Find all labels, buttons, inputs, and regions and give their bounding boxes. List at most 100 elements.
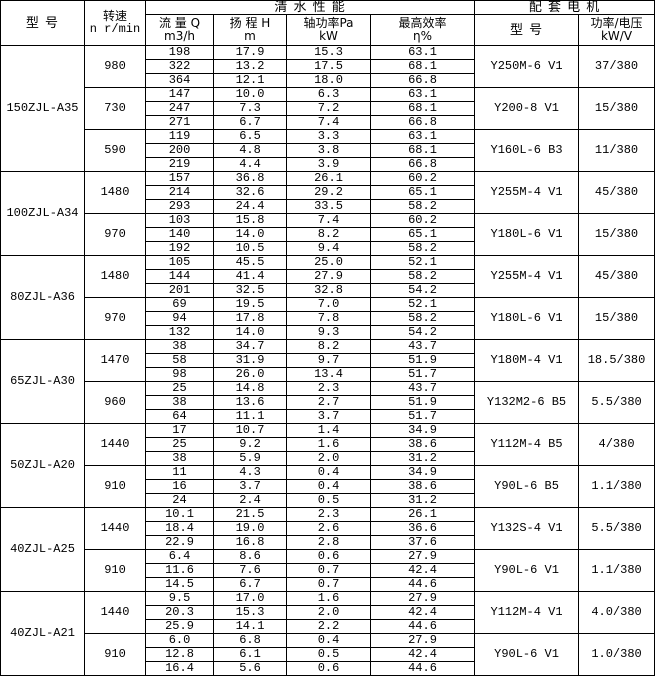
table-row: 22.9 16.8 2.8 37.6 xyxy=(1,535,655,550)
head-cell: 6.7 xyxy=(213,577,287,592)
head-cell: 13.2 xyxy=(213,59,287,74)
pump-model-cell: 100ZJL-A34 xyxy=(0,171,85,256)
efficiency-cell: 36.6 xyxy=(369,521,476,536)
header-flow-label: 流 量 Q xyxy=(158,16,201,30)
head-cell: 32.6 xyxy=(213,185,287,200)
speed-cell: 1470 xyxy=(84,339,146,382)
head-cell: 19.5 xyxy=(213,297,287,312)
shaft-power-cell: 3.3 xyxy=(286,129,371,144)
table-row: 50ZJL-A20 1440 17 10.7 1.4 34.9 Y112M-4 B5 4/38… xyxy=(0,423,655,508)
efficiency-cell: 63.1 xyxy=(369,45,476,60)
head-cell: 31.9 xyxy=(213,353,287,368)
flow-cell: 12.8 xyxy=(145,647,214,662)
motor-model-cell: Y160L-6 B3 xyxy=(474,129,580,172)
header-speed-unit: n r/min xyxy=(89,22,141,36)
efficiency-cell: 51.9 xyxy=(369,353,476,368)
flow-cell: 247 xyxy=(145,101,214,116)
head-cell: 8.6 xyxy=(213,549,287,564)
head-cell: 17.0 xyxy=(213,591,287,606)
head-cell: 14.0 xyxy=(213,227,287,242)
table-body: 150ZJL-A35 980 198 17.9 15.3 63.1 Y250M-6 V1 37… xyxy=(0,45,655,676)
table-row: 201 32.5 32.8 54.2 xyxy=(1,283,655,298)
motor-model-cell: Y90L-6 V1 xyxy=(474,633,580,676)
motor-model-cell: Y90L-6 B5 xyxy=(474,465,580,508)
efficiency-cell: 66.8 xyxy=(369,115,476,130)
header-head-label: 扬 程 H xyxy=(229,16,271,30)
header-shaft-power-label: 轴功率Pa xyxy=(303,16,354,30)
efficiency-cell: 43.7 xyxy=(369,339,476,354)
power-voltage-cell: 1.0/380 xyxy=(578,633,655,676)
head-cell: 21.5 xyxy=(213,507,287,522)
efficiency-cell: 27.9 xyxy=(369,591,476,606)
efficiency-cell: 37.6 xyxy=(369,535,476,550)
shaft-power-cell: 9.4 xyxy=(286,241,371,256)
head-cell: 14.1 xyxy=(213,619,287,634)
shaft-power-cell: 6.3 xyxy=(286,87,371,102)
flow-cell: 24 xyxy=(145,493,214,508)
flow-cell: 132 xyxy=(145,325,214,340)
motor-model-cell: Y255M-4 V1 xyxy=(474,255,580,298)
head-cell: 10.7 xyxy=(213,423,287,438)
head-cell: 9.2 xyxy=(213,437,287,452)
pump-model-cell: 80ZJL-A36 xyxy=(0,255,85,340)
pump-model-cell: 50ZJL-A20 xyxy=(0,423,85,508)
efficiency-cell: 43.7 xyxy=(369,381,476,396)
speed-cell: 980 xyxy=(84,45,146,88)
shaft-power-cell: 3.7 xyxy=(286,409,371,424)
speed-cell: 1440 xyxy=(84,591,146,634)
efficiency-cell: 51.9 xyxy=(369,395,476,410)
flow-cell: 16.4 xyxy=(145,661,214,676)
flow-cell: 157 xyxy=(145,171,214,186)
shaft-power-cell: 0.4 xyxy=(286,465,371,480)
table-row: 910 11 4.3 0.4 34.9 Y90L-6 B5 1.1/380 xyxy=(1,465,655,508)
shaft-power-cell: 17.5 xyxy=(286,59,371,74)
flow-cell: 16 xyxy=(145,479,214,494)
shaft-power-cell: 0.5 xyxy=(286,647,371,662)
table-row: 910 6.0 6.8 0.4 27.9 Y90L-6 V1 1.0/380 xyxy=(1,633,655,676)
efficiency-cell: 38.6 xyxy=(369,437,476,452)
head-cell: 12.1 xyxy=(213,73,287,88)
table-row: 80ZJL-A36 1480 105 45.5 25.0 52.1 Y255M-4 V1 45… xyxy=(0,255,655,340)
table-row: 730 147 10.0 6.3 63.1 Y200-8 V1 15/380 xyxy=(1,87,655,130)
head-cell: 16.8 xyxy=(213,535,287,550)
shaft-power-cell: 1.6 xyxy=(286,591,371,606)
efficiency-cell: 58.2 xyxy=(369,241,476,256)
flow-cell: 11 xyxy=(145,465,214,480)
motor-model-cell: Y180L-6 V1 xyxy=(474,213,580,256)
efficiency-cell: 27.9 xyxy=(369,633,476,648)
head-cell: 7.3 xyxy=(213,101,287,116)
flow-cell: 11.6 xyxy=(145,563,214,578)
efficiency-cell: 42.4 xyxy=(369,605,476,620)
head-cell: 13.6 xyxy=(213,395,287,410)
head-cell: 5.6 xyxy=(213,661,287,676)
power-voltage-cell: 18.5/380 xyxy=(578,339,655,382)
table-row: 11.6 7.6 0.7 42.4 xyxy=(1,563,655,578)
shaft-power-cell: 29.2 xyxy=(286,185,371,200)
motor-model-cell: Y200-8 V1 xyxy=(474,87,580,130)
motor-model-cell: Y90L-6 V1 xyxy=(474,549,580,592)
flow-cell: 25 xyxy=(145,381,214,396)
efficiency-cell: 66.8 xyxy=(369,157,476,172)
efficiency-cell: 58.2 xyxy=(369,269,476,284)
shaft-power-cell: 27.9 xyxy=(286,269,371,284)
pump-model-cell: 40ZJL-A21 xyxy=(0,591,85,676)
efficiency-cell: 68.1 xyxy=(369,59,476,74)
header-model: 型 号 xyxy=(0,0,85,46)
power-voltage-cell: 15/380 xyxy=(578,87,655,130)
header-head-unit: m xyxy=(244,29,256,43)
shaft-power-cell: 26.1 xyxy=(286,171,371,186)
table-row: 58 31.9 9.7 51.9 xyxy=(1,353,655,368)
table-row: 271 6.7 7.4 66.8 xyxy=(1,115,655,130)
shaft-power-cell: 2.8 xyxy=(286,535,371,550)
table-row: 192 10.5 9.4 58.2 xyxy=(1,241,655,256)
motor-model-cell: Y255M-4 V1 xyxy=(474,171,580,214)
head-cell: 6.5 xyxy=(213,129,287,144)
flow-cell: 192 xyxy=(145,241,214,256)
flow-cell: 64 xyxy=(145,409,214,424)
motor-model-cell: Y180M-4 V1 xyxy=(474,339,580,382)
motor-model-cell: Y250M-6 V1 xyxy=(474,45,580,88)
head-cell: 14.0 xyxy=(213,325,287,340)
shaft-power-cell: 7.4 xyxy=(286,115,371,130)
